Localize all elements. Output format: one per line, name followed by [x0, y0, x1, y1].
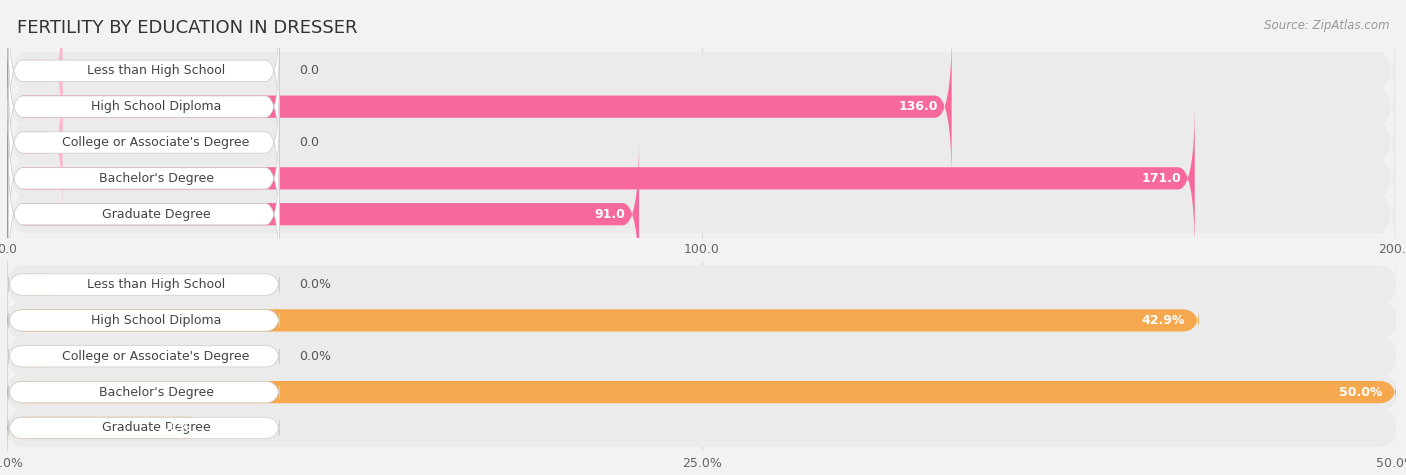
FancyBboxPatch shape [7, 345, 63, 367]
Text: Bachelor's Degree: Bachelor's Degree [98, 386, 214, 399]
FancyBboxPatch shape [8, 82, 280, 203]
Text: Graduate Degree: Graduate Degree [101, 208, 211, 221]
FancyBboxPatch shape [7, 76, 1396, 209]
FancyBboxPatch shape [7, 39, 1396, 174]
FancyBboxPatch shape [7, 67, 63, 218]
FancyBboxPatch shape [7, 266, 1396, 304]
Text: College or Associate's Degree: College or Associate's Degree [62, 136, 250, 149]
FancyBboxPatch shape [7, 302, 1396, 339]
Text: College or Associate's Degree: College or Associate's Degree [62, 350, 250, 363]
FancyBboxPatch shape [7, 373, 1396, 411]
Text: High School Diploma: High School Diploma [91, 314, 221, 327]
FancyBboxPatch shape [7, 32, 952, 181]
FancyBboxPatch shape [8, 417, 280, 438]
Text: Bachelor's Degree: Bachelor's Degree [98, 172, 214, 185]
FancyBboxPatch shape [7, 147, 1396, 281]
FancyBboxPatch shape [8, 346, 280, 367]
FancyBboxPatch shape [8, 381, 280, 403]
Text: Less than High School: Less than High School [87, 64, 225, 77]
FancyBboxPatch shape [8, 117, 280, 239]
Text: 136.0: 136.0 [898, 100, 938, 113]
FancyBboxPatch shape [7, 0, 63, 146]
FancyBboxPatch shape [7, 4, 1396, 138]
FancyBboxPatch shape [7, 139, 640, 289]
Text: 50.0%: 50.0% [1339, 386, 1382, 399]
FancyBboxPatch shape [7, 409, 1396, 447]
Text: 0.0%: 0.0% [298, 350, 330, 363]
Text: High School Diploma: High School Diploma [91, 100, 221, 113]
FancyBboxPatch shape [8, 10, 280, 132]
Text: 91.0: 91.0 [595, 208, 626, 221]
FancyBboxPatch shape [8, 274, 280, 295]
Text: 171.0: 171.0 [1142, 172, 1181, 185]
FancyBboxPatch shape [7, 274, 63, 295]
Text: 0.0%: 0.0% [298, 278, 330, 291]
Text: FERTILITY BY EDUCATION IN DRESSER: FERTILITY BY EDUCATION IN DRESSER [17, 19, 357, 37]
Text: Source: ZipAtlas.com: Source: ZipAtlas.com [1264, 19, 1389, 32]
FancyBboxPatch shape [7, 309, 1199, 332]
FancyBboxPatch shape [8, 310, 280, 331]
FancyBboxPatch shape [7, 337, 1396, 375]
Text: 0.0: 0.0 [298, 136, 319, 149]
Text: Less than High School: Less than High School [87, 278, 225, 291]
Text: Graduate Degree: Graduate Degree [101, 421, 211, 435]
FancyBboxPatch shape [7, 381, 1396, 403]
FancyBboxPatch shape [7, 104, 1195, 253]
Text: 7.1%: 7.1% [156, 421, 190, 435]
FancyBboxPatch shape [7, 111, 1396, 246]
Text: 42.9%: 42.9% [1142, 314, 1185, 327]
FancyBboxPatch shape [7, 417, 204, 439]
FancyBboxPatch shape [8, 46, 280, 168]
Text: 0.0: 0.0 [298, 64, 319, 77]
FancyBboxPatch shape [8, 153, 280, 275]
